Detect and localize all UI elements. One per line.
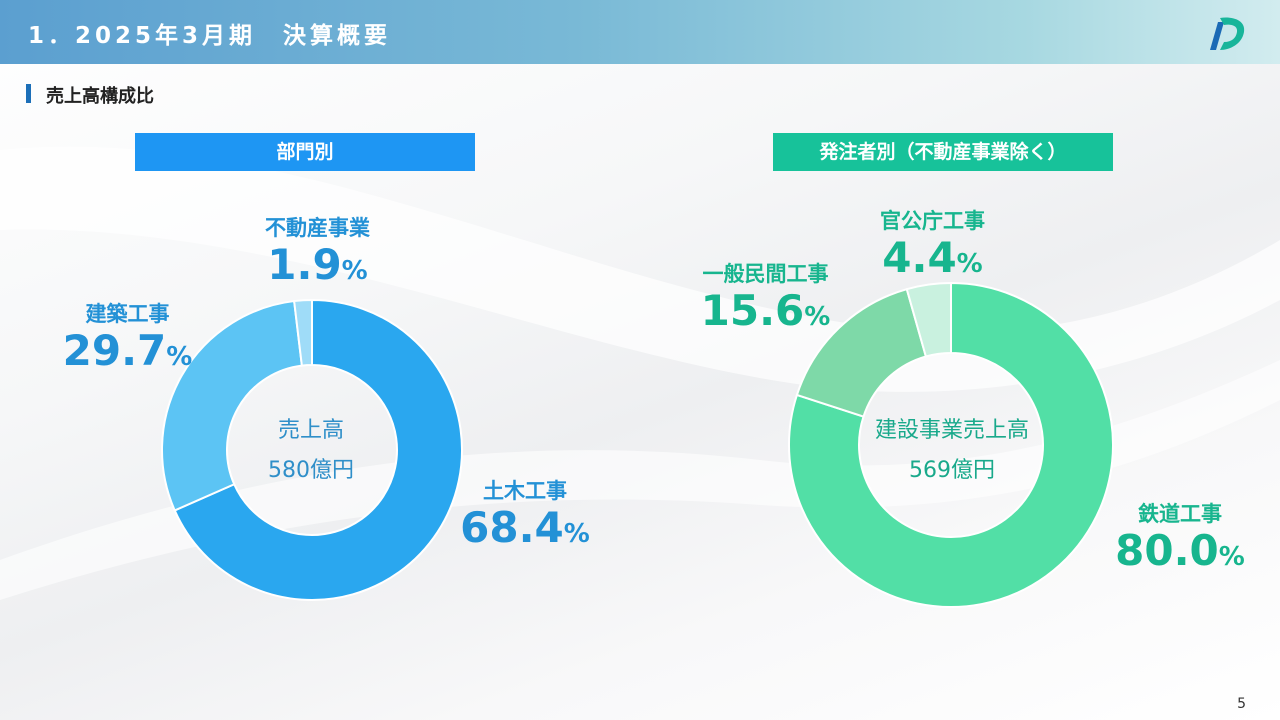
- slice-label-realestate: 不動産事業 1.9%: [245, 212, 390, 288]
- donut-slice-public: [905, 281, 952, 358]
- slice-value: 15.6: [700, 286, 805, 335]
- page-number: 5: [1237, 696, 1246, 712]
- slice-value: 4.4: [882, 233, 957, 282]
- slice-unit: %: [563, 519, 590, 549]
- center-value: 569億円: [909, 458, 995, 483]
- slice-name: 一般民間工事: [702, 262, 829, 286]
- slice-label-private: 一般民間工事 15.6%: [688, 258, 843, 334]
- donut-slice-building: [161, 299, 303, 512]
- donut-slice-railway: [788, 281, 1114, 608]
- center-label-division: 売上高 580億円: [236, 412, 386, 484]
- slice-name: 不動産事業: [265, 216, 370, 240]
- donut-slice-realestate: [293, 298, 313, 367]
- center-label-client: 建設事業売上高 569億円: [852, 412, 1052, 484]
- slice-value: 29.7: [62, 326, 167, 375]
- page-title: 1．2025年3月期 決算概要: [28, 23, 392, 49]
- slice-name: 鉄道工事: [1138, 502, 1222, 526]
- center-value: 580億円: [268, 458, 354, 483]
- center-title: 建設事業売上高: [874, 418, 1029, 443]
- slice-label-civil: 土木工事 68.4%: [455, 475, 595, 551]
- center-title: 売上高: [277, 418, 344, 443]
- slice-name: 土木工事: [483, 479, 567, 503]
- header-bar: 1．2025年3月期 決算概要: [0, 0, 1280, 64]
- slice-unit: %: [166, 342, 193, 372]
- slice-name: 建築工事: [85, 302, 170, 326]
- slice-value: 1.9: [267, 240, 342, 289]
- slice-unit: %: [1218, 542, 1245, 572]
- slice-unit: %: [956, 249, 983, 279]
- donut-slice-civil: [173, 298, 463, 601]
- section-marker: [26, 84, 31, 103]
- slice-unit: %: [341, 256, 368, 286]
- slice-name: 官公庁工事: [880, 209, 985, 233]
- slice-label-building: 建築工事 29.7%: [60, 298, 195, 374]
- slice-unit: %: [804, 302, 831, 332]
- panel-title-division: 部門別: [135, 133, 475, 171]
- company-logo: [1210, 17, 1245, 50]
- slice-label-public: 官公庁工事 4.4%: [865, 205, 1000, 281]
- donut-chart-division: [161, 298, 463, 601]
- slice-value: 68.4: [460, 503, 564, 552]
- section-title: 売上高構成比: [46, 86, 154, 107]
- slice-label-railway: 鉄道工事 80.0%: [1110, 498, 1250, 574]
- donut-chart-client: [788, 281, 1114, 608]
- slice-value: 80.0: [1115, 526, 1219, 575]
- panel-title-client: 発注者別（不動産事業除く）: [773, 133, 1113, 171]
